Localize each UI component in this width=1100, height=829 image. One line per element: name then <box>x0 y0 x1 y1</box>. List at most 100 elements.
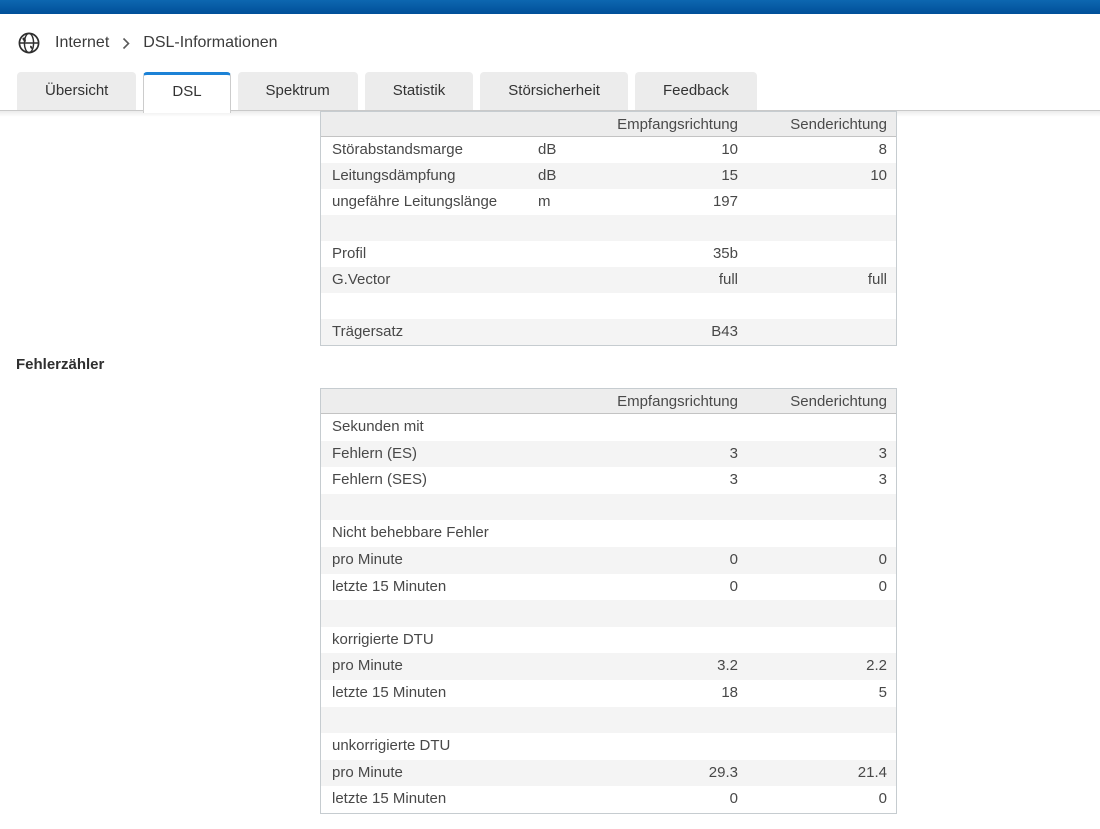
value-senderichtung <box>738 627 896 654</box>
value-empfangsrichtung: 18 <box>721 683 738 701</box>
value-empfangsrichtung <box>581 627 738 654</box>
dsl-parameters-table: Empfangsrichtung Senderichtung Störabstand… <box>320 111 897 346</box>
row-label: Trägersatz <box>332 323 404 340</box>
value-empfangsrichtung: 0 <box>729 577 738 595</box>
value-senderichtung <box>738 600 896 627</box>
tab-uebersicht[interactable]: Übersicht <box>17 72 137 110</box>
row-unit <box>538 414 581 441</box>
tab-spektrum[interactable]: Spektrum <box>237 72 358 110</box>
value-senderichtung: 10 <box>870 167 887 184</box>
tab-bar-divider <box>0 110 1100 111</box>
row-label: ungefähre Leitungslänge <box>332 193 498 210</box>
table-row: Nicht behebbare Fehler <box>321 520 896 547</box>
value-empfangsrichtung: full <box>718 271 738 288</box>
row-label: Profil <box>332 245 367 262</box>
value-senderichtung <box>738 733 896 760</box>
value-empfangsrichtung: 10 <box>721 141 738 158</box>
row-unit <box>538 267 581 293</box>
breadcrumb: Internet DSL-Informationen <box>18 32 291 54</box>
table-row <box>321 600 896 627</box>
column-header-empty <box>321 112 538 136</box>
row-unit <box>538 215 581 241</box>
table-row: pro Minute 3.2 2.2 <box>321 653 896 680</box>
column-header-empfangsrichtung: Empfangsrichtung <box>617 116 738 133</box>
row-unit <box>538 680 581 707</box>
row-unit <box>538 627 581 654</box>
row-label: Leitungsdämpfung <box>332 167 456 184</box>
value-empfangsrichtung <box>581 293 738 319</box>
row-unit <box>538 760 581 787</box>
value-senderichtung <box>738 494 896 521</box>
value-senderichtung <box>738 189 896 215</box>
value-senderichtung: full <box>867 271 887 288</box>
row-unit <box>538 600 581 627</box>
row-label: pro Minute <box>332 657 403 675</box>
row-label: Nicht behebbare Fehler <box>332 524 489 542</box>
breadcrumb-section[interactable]: Internet <box>55 34 110 51</box>
value-empfangsrichtung <box>581 494 738 521</box>
row-unit: dB <box>538 141 557 158</box>
row-unit <box>538 319 581 345</box>
table-row <box>321 706 896 734</box>
tab-dsl[interactable]: DSL <box>143 72 231 113</box>
value-senderichtung <box>738 293 896 319</box>
row-unit <box>538 574 581 601</box>
breadcrumb-separator-icon <box>122 37 130 50</box>
tab-feedback[interactable]: Feedback <box>634 72 757 110</box>
table-row: Fehlern (SES) 3 3 <box>321 467 896 494</box>
value-empfangsrichtung <box>581 215 738 241</box>
value-senderichtung <box>738 319 896 345</box>
value-empfangsrichtung: 0 <box>729 550 738 568</box>
value-empfangsrichtung: 29.3 <box>708 763 738 781</box>
value-senderichtung <box>738 241 896 267</box>
row-label: unkorrigierte DTU <box>332 737 451 755</box>
row-label: Störabstandsmarge <box>332 141 463 158</box>
value-empfangsrichtung: 3.2 <box>717 657 738 675</box>
row-label <box>321 293 538 319</box>
table-row: letzte 15 Minuten 0 0 <box>321 786 896 813</box>
table-header-row: Empfangsrichtung Senderichtung <box>321 389 896 414</box>
column-header-empty <box>538 112 581 136</box>
row-label <box>321 494 538 521</box>
table-row: letzte 15 Minuten 18 5 <box>321 680 896 707</box>
value-senderichtung: 2.2 <box>866 657 887 675</box>
value-empfangsrichtung <box>581 520 738 547</box>
row-label: Fehlern (SES) <box>332 471 428 489</box>
row-unit <box>538 547 581 574</box>
value-empfangsrichtung: 15 <box>721 167 738 184</box>
row-unit <box>538 441 581 468</box>
tab-stoersicherheit[interactable]: Störsicherheit <box>480 72 628 110</box>
column-header-empty <box>321 389 538 413</box>
value-empfangsrichtung <box>581 733 738 760</box>
table-row <box>321 215 896 241</box>
breadcrumb-page-title: DSL-Informationen <box>143 34 278 51</box>
value-senderichtung: 5 <box>878 683 887 701</box>
value-senderichtung <box>738 707 896 734</box>
row-label: pro Minute <box>332 550 403 568</box>
row-label: letzte 15 Minuten <box>332 683 447 701</box>
row-unit <box>538 707 581 734</box>
column-header-senderichtung: Senderichtung <box>790 393 887 410</box>
table-row: pro Minute 29.3 21.4 <box>321 759 896 787</box>
value-senderichtung: 8 <box>878 141 887 158</box>
row-unit: m <box>538 193 551 210</box>
table-row: korrigierte DTU <box>321 627 896 654</box>
value-empfangsrichtung: 3 <box>729 444 738 462</box>
table-row: unkorrigierte DTU <box>321 733 896 760</box>
section-heading-fehlerzaehler: Fehlerzähler <box>16 356 105 373</box>
row-unit <box>538 786 581 813</box>
error-counter-table: Empfangsrichtung Senderichtung Sekunden mi… <box>320 388 897 814</box>
tab-statistik[interactable]: Statistik <box>364 72 474 110</box>
value-senderichtung <box>738 414 896 441</box>
column-header-empty <box>538 389 581 413</box>
row-label: Fehlern (ES) <box>332 444 418 462</box>
table-row: Störabstandsmarge dB 10 8 <box>321 137 896 163</box>
value-senderichtung: 3 <box>878 471 887 489</box>
row-label: korrigierte DTU <box>332 630 434 648</box>
row-label: pro Minute <box>332 763 403 781</box>
value-senderichtung <box>738 215 896 241</box>
row-label: Sekunden mit <box>332 418 424 435</box>
row-label: letzte 15 Minuten <box>332 577 447 595</box>
value-empfangsrichtung <box>581 600 738 627</box>
row-unit <box>538 293 581 319</box>
